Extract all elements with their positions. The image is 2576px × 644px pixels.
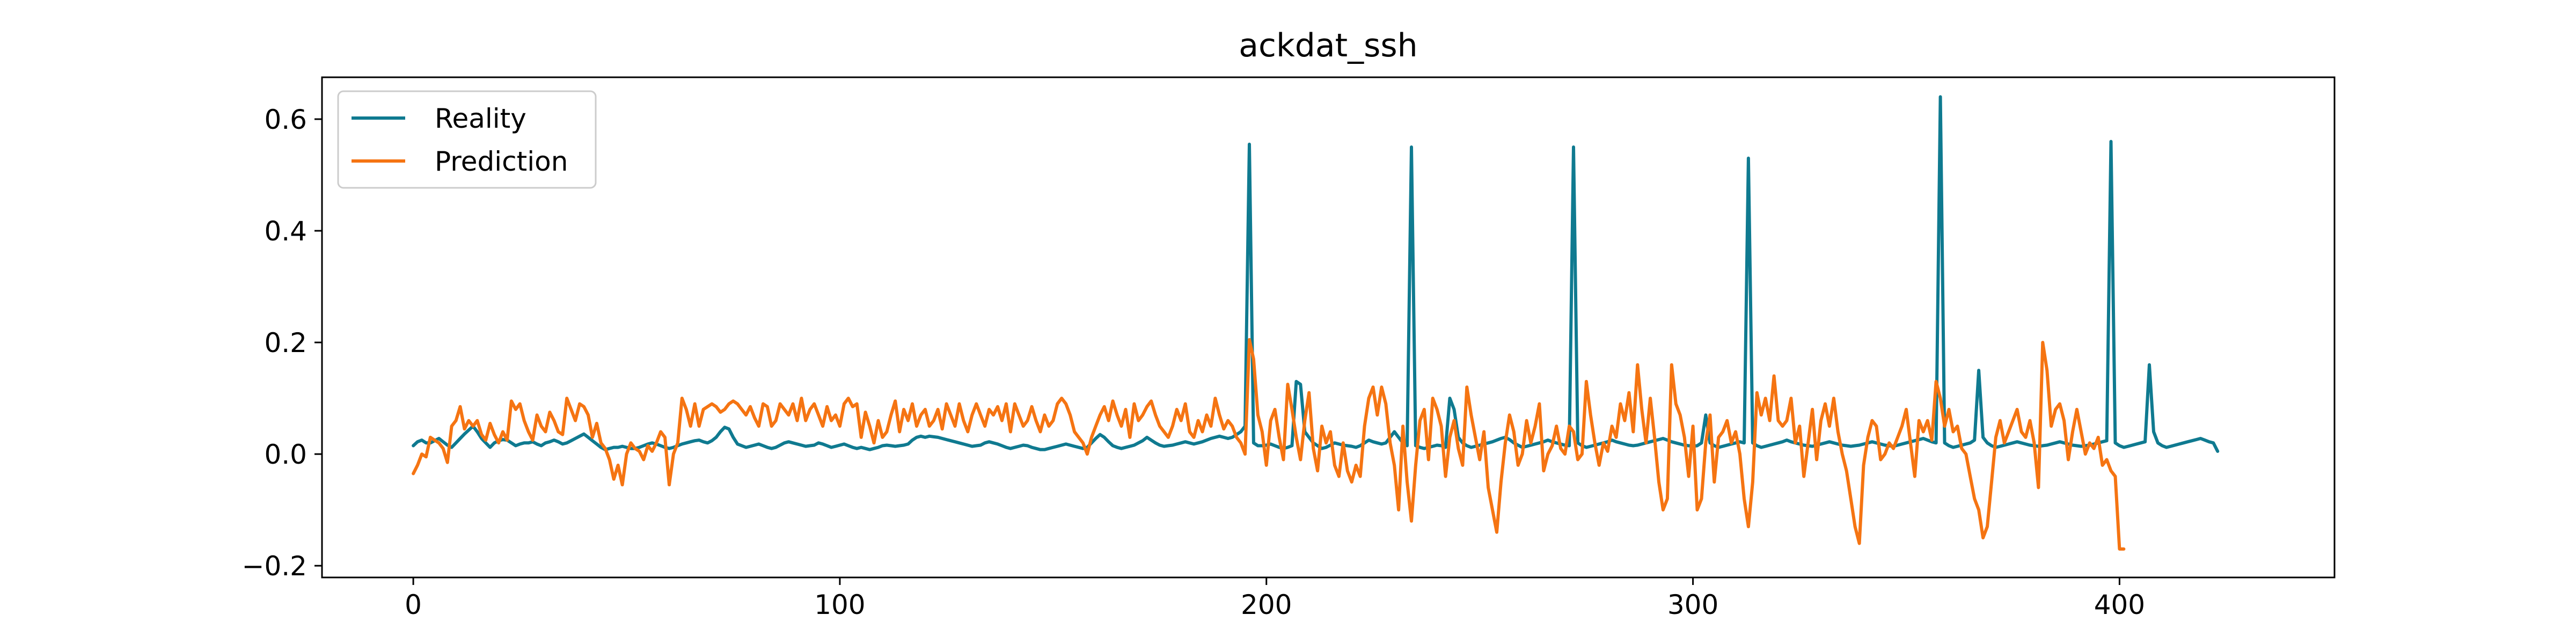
x-tick-label: 300 [1667,589,1718,620]
series-line-prediction [412,338,2126,551]
x-axis: 0 100 200 300 400 [405,577,2145,620]
x-tick-label: 100 [814,589,865,620]
y-tick-label: 0.4 [264,216,307,247]
plot-frame [321,76,2336,579]
plot-area [322,77,2334,577]
y-tick-label: −0.2 [242,551,307,582]
x-tick-label: 200 [1241,589,1292,620]
y-tick-label: 0.0 [264,439,307,470]
legend-label-reality: Reality [435,103,526,134]
legend-box [337,90,597,189]
legend: Reality Prediction [337,90,597,189]
y-tick-label: 0.2 [264,327,307,358]
chart-title: ackdat_ssh [1239,27,1417,64]
x-tick-label: 0 [405,589,422,620]
series-layer [412,95,2220,551]
y-tick-label: 0.6 [264,104,307,135]
x-tick-label: 400 [2094,589,2145,620]
y-axis: −0.2 0.0 0.2 0.4 0.6 [242,104,322,582]
legend-label-prediction: Prediction [435,146,568,177]
